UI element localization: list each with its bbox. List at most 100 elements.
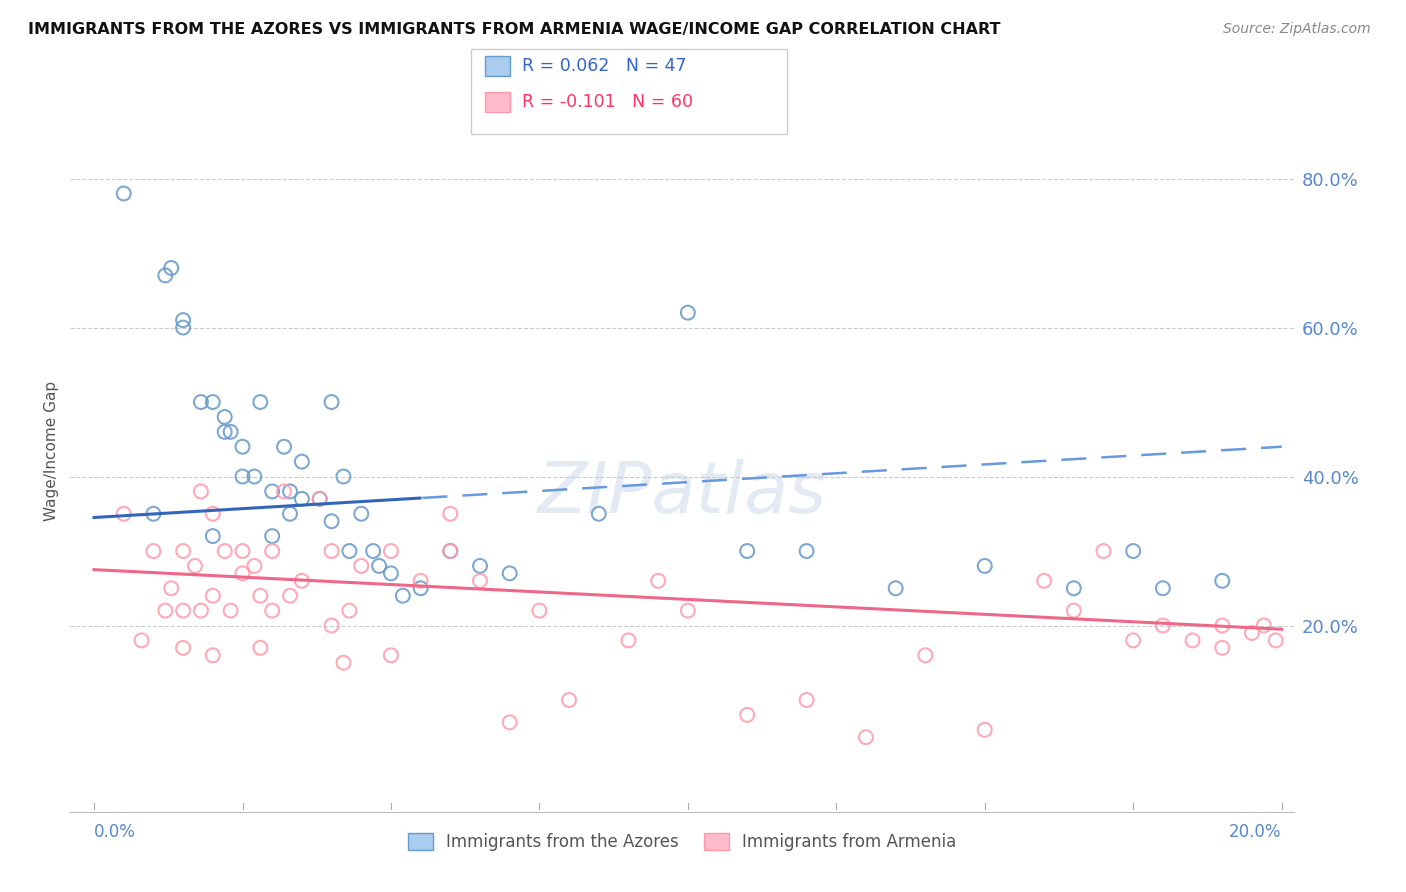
- Point: [1122, 633, 1144, 648]
- Point: [321, 618, 343, 632]
- Point: [380, 566, 402, 581]
- Point: [262, 544, 284, 558]
- Text: IMMIGRANTS FROM THE AZORES VS IMMIGRANTS FROM ARMENIA WAGE/INCOME GAP CORRELATIO: IMMIGRANTS FROM THE AZORES VS IMMIGRANTS…: [28, 22, 1001, 37]
- Point: [131, 633, 153, 648]
- Point: [1181, 633, 1204, 648]
- Point: [468, 558, 491, 573]
- Text: R = -0.101   N = 60: R = -0.101 N = 60: [522, 93, 693, 111]
- Point: [1211, 618, 1233, 632]
- Point: [291, 574, 314, 588]
- Point: [321, 395, 343, 409]
- Point: [112, 186, 135, 201]
- Point: [172, 604, 194, 618]
- Point: [262, 484, 284, 499]
- Point: [1122, 544, 1144, 558]
- Y-axis label: Wage/Income Gap: Wage/Income Gap: [44, 380, 59, 521]
- Point: [308, 491, 330, 506]
- Point: [796, 544, 818, 558]
- Point: [231, 469, 253, 483]
- Text: 0.0%: 0.0%: [94, 823, 136, 841]
- Point: [676, 306, 699, 320]
- Point: [201, 589, 224, 603]
- Point: [1152, 581, 1174, 595]
- Point: [112, 507, 135, 521]
- Point: [439, 507, 461, 521]
- Point: [190, 604, 212, 618]
- Point: [1063, 581, 1085, 595]
- Text: R = 0.062   N = 47: R = 0.062 N = 47: [522, 57, 686, 75]
- Point: [160, 581, 183, 595]
- Point: [231, 544, 253, 558]
- Point: [278, 507, 301, 521]
- Point: [249, 395, 271, 409]
- Point: [409, 574, 432, 588]
- Point: [973, 558, 995, 573]
- Point: [155, 604, 177, 618]
- Point: [142, 544, 165, 558]
- Text: ZIPatlas: ZIPatlas: [537, 459, 827, 528]
- Point: [558, 693, 581, 707]
- Point: [172, 320, 194, 334]
- Point: [190, 484, 212, 499]
- Point: [332, 656, 354, 670]
- Point: [796, 693, 818, 707]
- Point: [201, 395, 224, 409]
- Point: [439, 544, 461, 558]
- Point: [1033, 574, 1056, 588]
- Text: Source: ZipAtlas.com: Source: ZipAtlas.com: [1223, 22, 1371, 37]
- Point: [409, 581, 432, 595]
- Point: [1240, 626, 1263, 640]
- Point: [735, 544, 758, 558]
- Point: [184, 558, 207, 573]
- Point: [735, 707, 758, 722]
- Point: [1264, 633, 1286, 648]
- Point: [361, 544, 384, 558]
- Point: [337, 544, 360, 558]
- Point: [291, 491, 314, 506]
- Point: [214, 425, 236, 439]
- Point: [243, 558, 266, 573]
- Point: [380, 544, 402, 558]
- Point: [249, 640, 271, 655]
- Point: [468, 574, 491, 588]
- Point: [273, 440, 295, 454]
- Point: [884, 581, 907, 595]
- Point: [1092, 544, 1115, 558]
- Point: [308, 491, 330, 506]
- Point: [201, 648, 224, 663]
- Point: [214, 409, 236, 424]
- Point: [172, 544, 194, 558]
- Point: [973, 723, 995, 737]
- Point: [1253, 618, 1275, 632]
- Point: [321, 514, 343, 528]
- Point: [262, 604, 284, 618]
- Point: [350, 507, 373, 521]
- Point: [392, 589, 415, 603]
- Point: [350, 558, 373, 573]
- Point: [855, 730, 877, 744]
- Legend: Immigrants from the Azores, Immigrants from Armenia: Immigrants from the Azores, Immigrants f…: [401, 826, 963, 857]
- Point: [201, 529, 224, 543]
- Point: [243, 469, 266, 483]
- Point: [439, 544, 461, 558]
- Point: [368, 558, 391, 573]
- Point: [1152, 618, 1174, 632]
- Point: [588, 507, 610, 521]
- Point: [499, 566, 522, 581]
- Point: [1063, 604, 1085, 618]
- Point: [214, 544, 236, 558]
- Point: [142, 507, 165, 521]
- Point: [1211, 640, 1233, 655]
- Point: [647, 574, 669, 588]
- Point: [262, 529, 284, 543]
- Point: [190, 395, 212, 409]
- Point: [278, 484, 301, 499]
- Point: [172, 640, 194, 655]
- Point: [219, 604, 242, 618]
- Point: [337, 604, 360, 618]
- Point: [291, 455, 314, 469]
- Point: [273, 484, 295, 499]
- Point: [332, 469, 354, 483]
- Point: [914, 648, 936, 663]
- Text: 20.0%: 20.0%: [1229, 823, 1282, 841]
